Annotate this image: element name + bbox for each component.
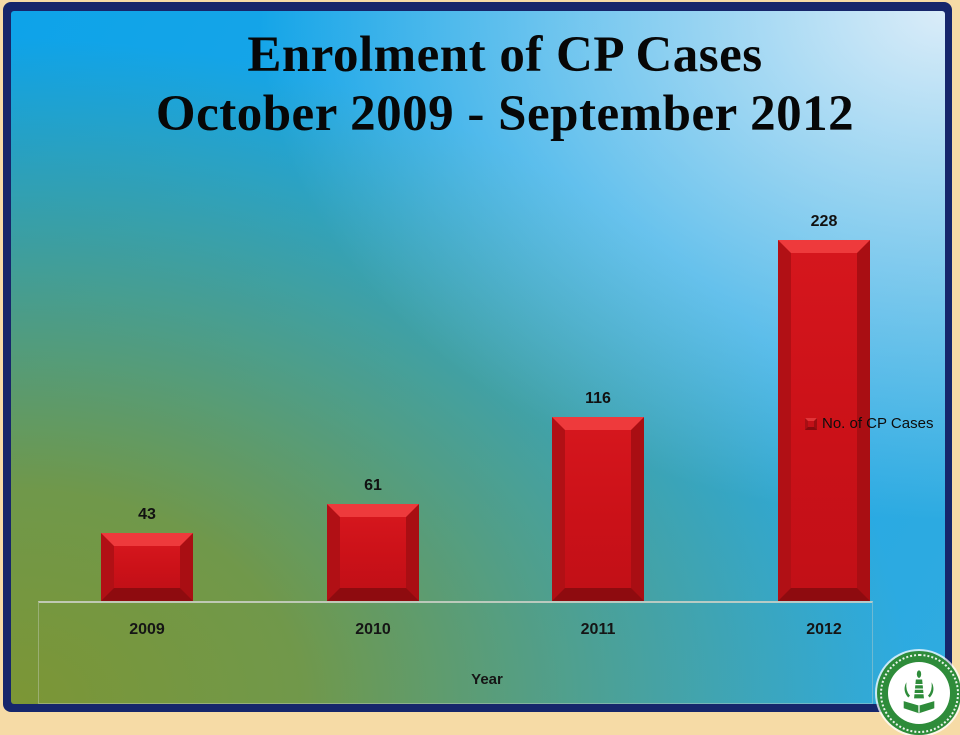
monument-book-icon bbox=[903, 670, 935, 714]
seal-emblem bbox=[888, 662, 950, 724]
bar-value-label: 228 bbox=[810, 213, 838, 230]
axis-area-box bbox=[38, 601, 873, 704]
category-label: 2010 bbox=[355, 621, 391, 638]
category-label: 2009 bbox=[129, 621, 165, 638]
category-label: 2011 bbox=[580, 621, 616, 638]
bar-value-label: 61 bbox=[364, 477, 382, 494]
bar-value-label: 116 bbox=[585, 390, 611, 407]
chart-title: Enrolment of CP Cases October 2009 - Sep… bbox=[50, 26, 960, 144]
chart-legend: No. of CP Cases bbox=[805, 415, 933, 432]
category-label: 2012 bbox=[806, 621, 842, 638]
x-axis-title: Year bbox=[471, 671, 503, 688]
legend-label: No. of CP Cases bbox=[822, 415, 934, 432]
bar bbox=[552, 417, 644, 601]
bar bbox=[778, 240, 870, 601]
institute-seal-logo bbox=[877, 651, 960, 735]
chart-title-line2: October 2009 - September 2012 bbox=[155, 86, 855, 142]
legend-marker-icon bbox=[805, 417, 817, 430]
slide-canvas: Enrolment of CP Cases October 2009 - Sep… bbox=[38, 26, 960, 735]
chart-title-line1: Enrolment of CP Cases bbox=[247, 27, 763, 83]
bar-value-label: 43 bbox=[138, 506, 156, 523]
bar bbox=[327, 504, 419, 601]
bar bbox=[101, 533, 193, 601]
